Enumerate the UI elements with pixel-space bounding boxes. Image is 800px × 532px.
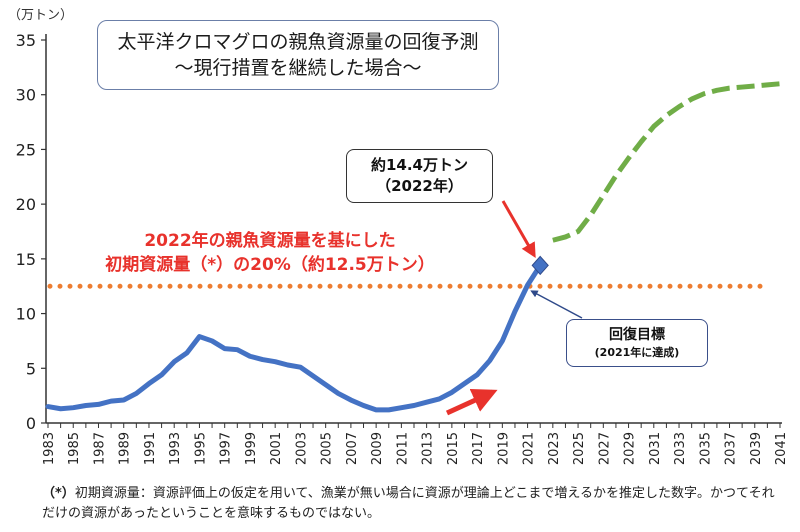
x-tick-label: 2003 [294,432,309,465]
y-tick-label: 25 [16,140,36,159]
x-tick-label: 2009 [370,432,385,465]
x-tick-label: 2017 [471,432,486,465]
chart-subtitle: 〜現行措置を継続した場合〜 [174,57,422,79]
arrow-to-recovery-target [530,290,583,319]
x-tick-label: 2029 [623,432,638,465]
y-tick-label: 5 [26,359,36,378]
footnote: （*）初期資源量：資源評価上の仮定を用いて、漁業が無い場合に資源が理論上どこまで… [42,484,782,524]
chart-title: 太平洋クロマグロの親魚資源量の回復予測 [117,31,479,53]
annotation-arrows [445,200,583,416]
callout-2022-value: 約14.4万トン [370,156,468,174]
y-tick-label: 15 [16,250,36,269]
x-tick-label: 2007 [345,432,360,465]
x-tick-label: 1987 [92,432,107,465]
x-tick-label: 1997 [219,432,234,465]
reference-label-line1: 2022年の親魚資源量を基にした [144,231,396,251]
x-tick-label: 1995 [193,432,208,465]
callout-recovery-target: 回復目標 (2021年に達成) [566,319,708,367]
chart-title-box: 太平洋クロマグロの親魚資源量の回復予測 〜現行措置を継続した場合〜 [97,20,499,90]
reference-line-label: 2022年の親魚資源量を基にした 初期資源量（*）の20%（約12.5万トン） [60,229,480,277]
point-2022-marker [531,255,549,276]
y-tick-label: 10 [16,305,36,324]
x-tick-label: 2027 [597,432,612,465]
callout-2022: 約14.4万トン （2022年） [346,149,493,203]
x-tick-label: 2041 [774,432,789,465]
x-tick-label: 2001 [269,432,284,465]
x-tick-label: 1991 [143,432,158,465]
footnote-text: 初期資源量：資源評価上の仮定を用いて、漁業が無い場合に資源が理論上どこまで増える… [42,486,775,521]
x-tick-label: 2005 [320,432,335,465]
callout-target-title: 回復目標 [609,326,665,343]
x-tick-label: 1993 [168,432,183,465]
historical-series-line [45,262,543,413]
x-tick-label: 1983 [42,432,57,465]
upward-trend-arrow [445,388,498,416]
callout-2022-year: （2022年） [376,177,463,195]
x-tick-label: 2033 [673,432,688,465]
y-tick-label: 30 [16,86,36,105]
x-tick-label: 2011 [395,432,410,465]
x-tick-label: 1985 [67,432,82,465]
x-tick-label: 2019 [496,432,511,465]
x-tick-label: 2031 [648,432,663,465]
x-tick-label: 1999 [244,432,259,465]
y-axis: 0 5 10 15 20 25 30 35 [16,31,47,433]
series-group [45,81,781,413]
x-axis: 1983 1985 1987 1989 1991 1993 1995 1997 1999 2001… [42,422,789,465]
reference-label-line2: 初期資源量（*）の20%（約12.5万トン） [105,255,435,275]
x-tick-label: 2037 [724,432,739,465]
x-tick-label: 2025 [572,432,587,465]
x-tick-label: 2015 [446,432,461,465]
callout-target-note: (2021年に達成) [594,345,680,359]
x-tick-label: 2039 [749,432,764,465]
x-tick-label: 2021 [522,432,537,465]
arrow-to-2022-point [501,200,536,259]
y-tick-label: 35 [16,31,36,50]
footnote-mark: （*） [42,486,75,501]
x-tick-label: 1989 [118,432,133,465]
y-axis-unit: （万トン） [8,8,74,23]
x-tick-label: 2013 [421,432,436,465]
x-tick-label: 2035 [698,432,713,465]
y-tick-label: 20 [16,195,36,214]
x-tick-label: 2023 [547,432,562,465]
projection-series-line [552,81,781,243]
y-tick-label: 0 [26,414,36,433]
